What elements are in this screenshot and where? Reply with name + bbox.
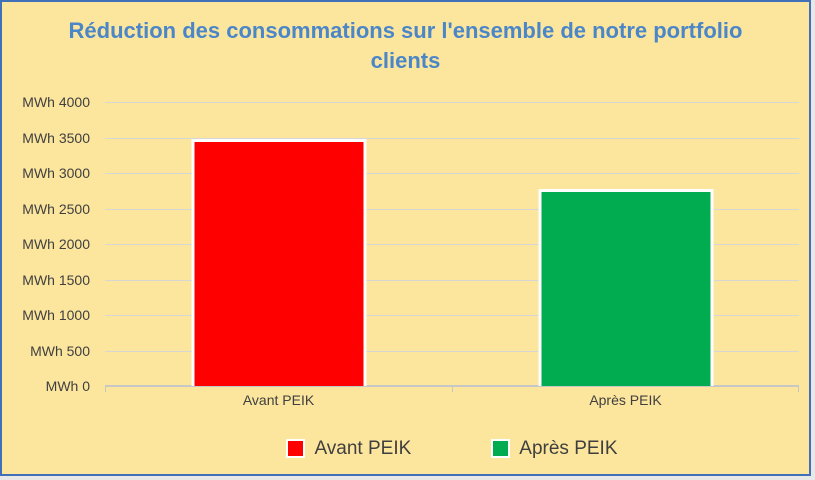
chart-title: Réduction des consommations sur l'ensemb…: [68, 18, 743, 73]
y-axis-tick-label: MWh 500: [30, 343, 90, 359]
gridline: [105, 244, 799, 245]
bar-avant-peik: [191, 138, 366, 386]
x-axis-category-label: Après PEIK: [589, 392, 662, 408]
x-axis-line: [105, 385, 799, 387]
y-axis-tick-label: MWh 2500: [22, 201, 90, 217]
plot-area: [105, 102, 799, 392]
bars-layer: [105, 102, 799, 386]
legend: Avant PEIK Après PEIK: [105, 437, 799, 460]
category-slot-apr-s-peik: [452, 102, 799, 386]
gridline: [105, 315, 799, 316]
x-axis-tick-mark: [452, 387, 453, 392]
x-axis-category-label: Avant PEIK: [242, 392, 315, 408]
gridline: [105, 351, 799, 352]
gridline: [105, 173, 799, 174]
x-axis-tick-mark: [105, 387, 106, 392]
legend-swatch-avant-peik: [286, 439, 306, 458]
legend-label: Avant PEIK: [314, 438, 412, 459]
y-axis-tick-label: MWh 1500: [22, 272, 90, 288]
gridline: [105, 209, 799, 210]
legend-item-apr-s-peik: Après PEIK: [491, 437, 618, 460]
legend-label: Après PEIK: [519, 438, 618, 459]
gridline: [105, 102, 799, 103]
y-axis-tick-label: MWh 1000: [22, 307, 90, 323]
x-axis-tick-mark: [798, 387, 799, 392]
gridline: [105, 138, 799, 139]
y-axis-tick-label: MWh 3500: [22, 130, 90, 146]
y-axis-tick-label: MWh 3000: [22, 165, 90, 181]
x-axis: Avant PEIK Après PEIK: [105, 392, 799, 408]
y-axis-tick-label: MWh 4000: [22, 94, 90, 110]
legend-swatch-apr-s-peik: [491, 439, 511, 458]
gridline: [105, 280, 799, 281]
y-axis-tick-label: MWh 0: [45, 378, 90, 394]
y-axis-tick-label: MWh 2000: [22, 236, 90, 252]
category-slot-avant-peik: [105, 102, 452, 386]
bar-apr-s-peik: [538, 189, 713, 386]
y-axis: MWh 4000 MWh 3500 MWh 3000 MWh 2500 MWh 2000…: [2, 94, 90, 394]
legend-item-avant-peik: Avant PEIK: [286, 437, 411, 460]
